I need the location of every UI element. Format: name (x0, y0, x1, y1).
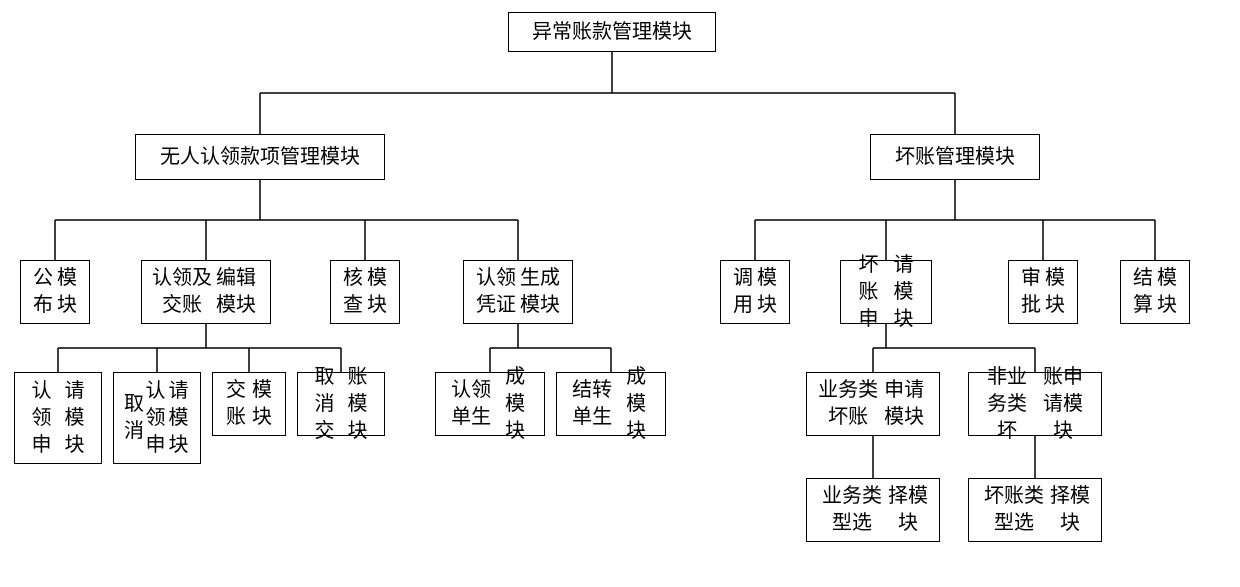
node-r2a: 业务类坏账申请模块 (806, 372, 940, 436)
node-r3: 审批模块 (1008, 260, 1078, 324)
node-r2: 坏账申请模块 (840, 260, 932, 324)
node-r4: 结算模块 (1120, 260, 1190, 324)
node-l4: 认领凭证生成模块 (463, 260, 573, 324)
node-left-main: 无人认领款项管理模块 (135, 134, 385, 180)
node-l1: 公布模块 (20, 260, 90, 324)
node-r2a1: 业务类型选择模块 (806, 478, 940, 542)
node-r2b: 非业务类坏账申请模块 (968, 372, 1102, 436)
node-r2b1: 坏账类型选择模块 (968, 478, 1102, 542)
node-l4b: 结转单生成模块 (556, 372, 666, 436)
node-right-main: 坏账管理模块 (870, 134, 1040, 180)
node-l2d: 取消交账模块 (297, 372, 385, 436)
node-root: 异常账款管理模块 (508, 12, 716, 52)
node-l3: 核查模块 (330, 260, 400, 324)
node-l2b: 取消认领申请模块 (113, 372, 201, 464)
node-l2a: 认领申请模块 (14, 372, 102, 464)
node-l4a: 认领单生成模块 (435, 372, 545, 436)
node-l2c: 交账模块 (212, 372, 286, 436)
node-r1: 调用模块 (720, 260, 790, 324)
node-l2: 认领及交账编辑模块 (141, 260, 271, 324)
